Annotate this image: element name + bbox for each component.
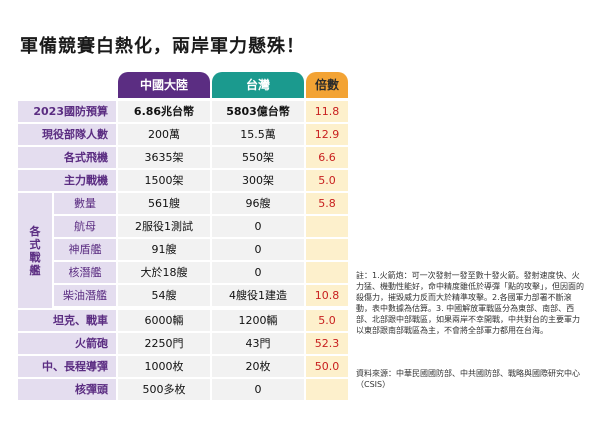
ratio-value [306, 262, 348, 283]
table-row: 現役部隊人數 200萬 15.5萬 12.9 [18, 124, 348, 145]
table-row: 核潛艦 大於18艘 0 [18, 262, 348, 283]
taiwan-value: 43門 [212, 333, 304, 354]
taiwan-value: 20枚 [212, 356, 304, 377]
taiwan-value: 300架 [212, 170, 304, 191]
ratio-value: 12.9 [306, 124, 348, 145]
chart-title: 軍備競賽白熱化，兩岸軍力懸殊！ [20, 36, 305, 57]
table-row: 各式飛機 3635架 550架 6.6 [18, 147, 348, 168]
taiwan-value: 15.5萬 [212, 124, 304, 145]
table-row: 航母 2服役1測試 0 [18, 216, 348, 237]
taiwan-value: 5803億台幣 [212, 101, 304, 122]
header-row: 中國大陸 台灣 倍數 [18, 72, 348, 98]
ratio-value: 10.8 [306, 285, 348, 306]
ratio-value [306, 379, 348, 400]
china-value: 200萬 [118, 124, 210, 145]
ratio-value: 5.8 [306, 193, 348, 214]
china-value: 1000枚 [118, 356, 210, 377]
ratio-value [306, 216, 348, 237]
header-ratio: 倍數 [306, 72, 348, 98]
ratio-value: 5.0 [306, 310, 348, 331]
ratio-value: 52.3 [306, 333, 348, 354]
taiwan-value: 96艘 [212, 193, 304, 214]
row-label: 現役部隊人數 [18, 124, 116, 145]
china-value: 大於18艘 [118, 262, 210, 283]
table-row: 主力戰機 1500架 300架 5.0 [18, 170, 348, 191]
table-row: 坦克、戰車 6000輛 1200輛 5.0 [18, 310, 348, 331]
ratio-value [306, 239, 348, 260]
row-label: 主力戰機 [18, 170, 116, 191]
row-label: 航母 [54, 216, 116, 237]
row-label: 火箭砲 [18, 333, 116, 354]
table-row: 火箭砲 2250門 43門 52.3 [18, 333, 348, 354]
taiwan-value: 550架 [212, 147, 304, 168]
china-value: 54艘 [118, 285, 210, 306]
china-value: 500多枚 [118, 379, 210, 400]
china-value: 3635架 [118, 147, 210, 168]
row-label: 坦克、戰車 [18, 310, 116, 331]
table-row: 中、長程導彈 1000枚 20枚 50.0 [18, 356, 348, 377]
ratio-value: 6.6 [306, 147, 348, 168]
taiwan-value: 4艘役1建造 [212, 285, 304, 306]
china-value: 91艘 [118, 239, 210, 260]
warship-group-label: 各式戰艦 [18, 193, 52, 308]
china-value: 561艘 [118, 193, 210, 214]
table-row: 數量 561艘 96艘 5.8 [18, 193, 348, 214]
row-label: 核潛艦 [54, 262, 116, 283]
table-row: 核彈頭 500多枚 0 [18, 379, 348, 400]
row-label: 柴油潛艦 [54, 285, 116, 306]
warship-group: 各式戰艦 數量 561艘 96艘 5.8 航母 2服役1測試 0 神盾艦 91艘… [18, 193, 348, 308]
ratio-value: 11.8 [306, 101, 348, 122]
row-label: 中、長程導彈 [18, 356, 116, 377]
footnotes: 註：1.火箭炮：可一次發射一發至數十發火箭。發射速度快、火力猛、機動性能好，命中… [356, 271, 584, 335]
ratio-value: 5.0 [306, 170, 348, 191]
row-label: 神盾艦 [54, 239, 116, 260]
table-row: 神盾艦 91艘 0 [18, 239, 348, 260]
china-value: 2250門 [118, 333, 210, 354]
table-row: 2023國防預算 6.86兆台幣 5803億台幣 11.8 [18, 101, 348, 122]
china-value: 6.86兆台幣 [118, 101, 210, 122]
row-label: 各式飛機 [18, 147, 116, 168]
china-value: 1500架 [118, 170, 210, 191]
table-row: 柴油潛艦 54艘 4艘役1建造 10.8 [18, 285, 348, 306]
taiwan-value: 0 [212, 379, 304, 400]
taiwan-value: 0 [212, 239, 304, 260]
taiwan-value: 0 [212, 262, 304, 283]
row-label: 2023國防預算 [18, 101, 116, 122]
header-taiwan: 台灣 [212, 72, 304, 98]
source-citation: 資料來源：中華民國國防部、中共國防部、戰略與國際研究中心（CSIS） [356, 369, 580, 389]
row-label: 核彈頭 [18, 379, 116, 400]
china-value: 2服役1測試 [118, 216, 210, 237]
taiwan-value: 1200輛 [212, 310, 304, 331]
row-label: 數量 [54, 193, 116, 214]
comparison-table: 中國大陸 台灣 倍數 2023國防預算 6.86兆台幣 5803億台幣 11.8… [18, 72, 348, 402]
taiwan-value: 0 [212, 216, 304, 237]
header-china: 中國大陸 [118, 72, 210, 98]
ratio-value: 50.0 [306, 356, 348, 377]
china-value: 6000輛 [118, 310, 210, 331]
